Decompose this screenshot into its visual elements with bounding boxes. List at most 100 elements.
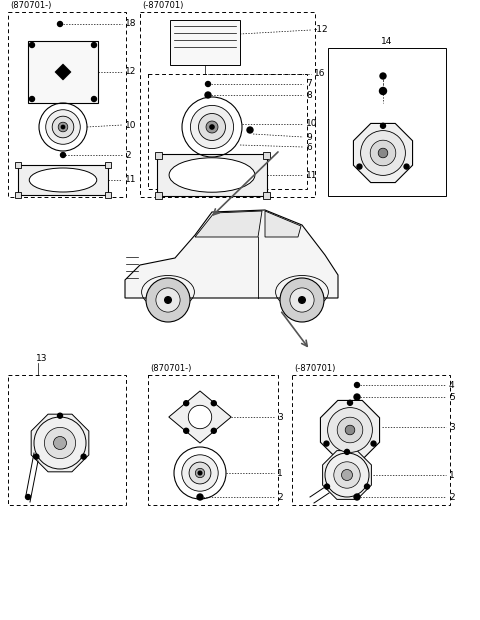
Circle shape — [188, 405, 212, 428]
Text: 16: 16 — [314, 69, 325, 79]
Bar — [292, 375, 450, 505]
Circle shape — [370, 140, 396, 166]
Text: 12: 12 — [125, 68, 136, 76]
Bar — [8, 375, 126, 505]
Bar — [105, 162, 111, 168]
Circle shape — [58, 413, 62, 418]
Text: 11: 11 — [125, 175, 136, 185]
Circle shape — [205, 92, 211, 98]
Circle shape — [156, 288, 180, 312]
Bar — [328, 48, 446, 196]
Polygon shape — [31, 414, 89, 472]
Circle shape — [327, 407, 372, 453]
Circle shape — [404, 164, 409, 169]
Bar — [263, 152, 270, 159]
Circle shape — [199, 113, 226, 141]
Circle shape — [357, 164, 362, 169]
Circle shape — [341, 469, 352, 481]
Circle shape — [44, 427, 75, 459]
Circle shape — [165, 297, 171, 303]
Circle shape — [299, 297, 305, 303]
Circle shape — [364, 484, 370, 489]
Text: (870701-): (870701-) — [150, 364, 192, 373]
Text: 10: 10 — [125, 120, 136, 130]
Circle shape — [371, 441, 376, 446]
Text: 2: 2 — [125, 151, 131, 159]
Text: 18: 18 — [125, 19, 136, 29]
Polygon shape — [195, 211, 262, 237]
Bar — [148, 375, 278, 505]
Circle shape — [34, 417, 86, 469]
Text: 2: 2 — [449, 492, 455, 502]
Circle shape — [211, 428, 216, 433]
Circle shape — [81, 454, 86, 459]
Polygon shape — [321, 401, 380, 459]
Text: (-870701): (-870701) — [294, 364, 336, 373]
Circle shape — [280, 278, 324, 322]
Bar — [170, 20, 240, 65]
Circle shape — [198, 471, 202, 475]
Circle shape — [197, 494, 203, 500]
Text: 11: 11 — [306, 170, 317, 180]
Text: 7: 7 — [306, 79, 312, 89]
Text: 3: 3 — [277, 412, 283, 422]
Polygon shape — [125, 210, 338, 298]
Circle shape — [184, 428, 189, 433]
Circle shape — [337, 417, 363, 443]
Bar — [105, 192, 111, 198]
Bar — [8, 12, 126, 197]
Text: 6: 6 — [306, 143, 312, 151]
Circle shape — [61, 125, 65, 129]
Circle shape — [29, 97, 35, 102]
Text: 10: 10 — [306, 120, 317, 128]
Text: 13: 13 — [36, 354, 48, 363]
Text: 5: 5 — [449, 392, 455, 402]
Bar — [155, 192, 162, 199]
Ellipse shape — [29, 168, 97, 192]
Circle shape — [206, 121, 218, 133]
Bar — [28, 41, 98, 103]
Circle shape — [355, 383, 360, 388]
Circle shape — [290, 288, 314, 312]
Polygon shape — [323, 451, 372, 499]
Circle shape — [211, 401, 216, 405]
Polygon shape — [353, 123, 413, 182]
Bar — [15, 162, 21, 168]
Circle shape — [146, 278, 190, 322]
Circle shape — [348, 401, 352, 405]
Circle shape — [360, 131, 406, 175]
Circle shape — [58, 122, 68, 132]
Circle shape — [52, 116, 74, 138]
Circle shape — [247, 127, 253, 133]
Circle shape — [92, 43, 96, 48]
Circle shape — [210, 125, 214, 129]
Circle shape — [345, 450, 349, 454]
Circle shape — [46, 110, 80, 144]
Circle shape — [189, 462, 211, 484]
Circle shape — [354, 394, 360, 400]
Text: 4: 4 — [449, 381, 455, 389]
Circle shape — [195, 468, 204, 477]
Circle shape — [381, 123, 385, 128]
Bar — [148, 74, 307, 189]
Text: 3: 3 — [449, 422, 455, 432]
Bar — [18, 165, 108, 195]
Bar — [263, 192, 270, 199]
Circle shape — [53, 436, 67, 450]
Text: 9: 9 — [306, 133, 312, 141]
Ellipse shape — [169, 157, 255, 192]
Circle shape — [58, 22, 62, 27]
Circle shape — [324, 441, 329, 446]
Circle shape — [60, 153, 65, 157]
Circle shape — [325, 453, 369, 497]
Polygon shape — [169, 391, 231, 443]
Text: 1: 1 — [449, 471, 455, 479]
Text: (-870701): (-870701) — [142, 1, 183, 10]
Circle shape — [92, 97, 96, 102]
Circle shape — [324, 484, 329, 489]
Bar — [15, 192, 21, 198]
Polygon shape — [55, 64, 71, 80]
Text: 14: 14 — [381, 37, 393, 46]
Circle shape — [380, 87, 386, 94]
Text: (870701-): (870701-) — [10, 1, 51, 10]
